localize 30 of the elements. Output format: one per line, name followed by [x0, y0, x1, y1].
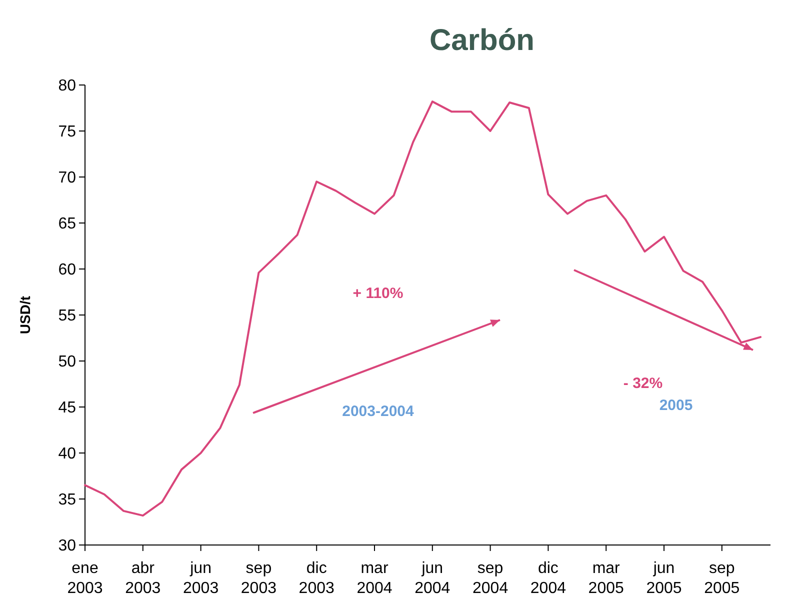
x-tick-label: sep 2004	[472, 560, 508, 597]
y-tick-label: 60	[58, 262, 76, 279]
y-tick-label: 30	[58, 538, 76, 555]
line-series	[84, 100, 762, 517]
y-tick-label: 65	[58, 216, 76, 233]
x-tick-label: sep 2003	[240, 560, 277, 597]
x-tick-label: mar 2004	[356, 560, 392, 597]
y-tick-label: 55	[58, 308, 76, 325]
x-tick-label: dic 2004	[530, 560, 566, 597]
y-tick-label: 80	[58, 78, 76, 95]
y-tick-label: 50	[58, 354, 76, 371]
x-tick-label: jun 2005	[646, 560, 682, 597]
annotation: + 110%	[352, 285, 404, 302]
x-tick-label: jun 2003	[183, 560, 219, 597]
y-axis-title: USD/t	[17, 296, 33, 334]
y-tick-label: 70	[58, 170, 76, 187]
x-tick-label: jun 2004	[414, 560, 450, 597]
x-tick-label: ene 2003	[67, 560, 103, 597]
x-tick-label: mar 2005	[588, 560, 624, 597]
x-tick-label: sep 2005	[704, 560, 740, 597]
annotation: 2003-2004	[342, 403, 415, 420]
y-tick-label: 75	[58, 124, 76, 141]
x-tick-label: abr 2003	[125, 560, 161, 597]
annotation: 2005	[659, 397, 693, 414]
y-tick-label: 45	[58, 400, 76, 417]
y-tick-label: 35	[58, 492, 76, 509]
annotation: - 32%	[623, 375, 663, 392]
chart-title: Carbón	[430, 24, 534, 57]
x-tick-label: dic 2003	[298, 560, 334, 597]
y-tick-label: 40	[58, 446, 76, 463]
